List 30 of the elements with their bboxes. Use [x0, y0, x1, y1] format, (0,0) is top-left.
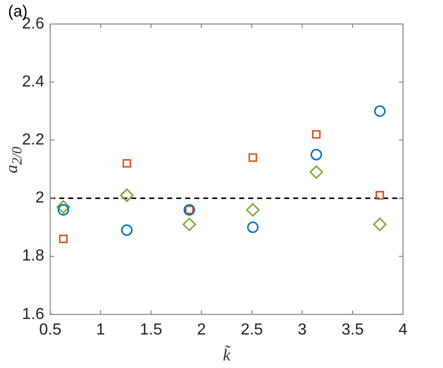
- point: [246, 203, 260, 217]
- y-tick-label: 2.2: [22, 132, 44, 149]
- x-axis-title: k̃: [222, 344, 232, 364]
- y-tick-label: 2: [35, 190, 44, 207]
- y-tick-label: 1.8: [22, 248, 44, 265]
- x-tick-label: 2.5: [240, 321, 264, 338]
- point: [247, 222, 259, 234]
- point: [374, 105, 386, 117]
- y-tick-label: 1.6: [22, 306, 44, 323]
- point: [248, 153, 258, 162]
- x-tick-label: 1: [96, 321, 106, 338]
- point: [121, 224, 133, 236]
- x-tick-label: 0.5: [39, 321, 62, 338]
- y-tick-label: 2.4: [22, 73, 44, 90]
- point: [59, 234, 68, 244]
- point: [373, 218, 387, 232]
- point: [56, 200, 70, 214]
- x-tick-label: 3: [298, 321, 307, 338]
- x-tick-label: 3.5: [341, 321, 364, 338]
- point: [182, 218, 196, 232]
- point: [376, 191, 384, 200]
- point: [310, 148, 322, 160]
- point: [120, 188, 134, 202]
- x-tick-label: 2: [196, 321, 206, 338]
- point: [312, 130, 321, 139]
- x-tick-label: 4: [398, 321, 408, 338]
- x-tick-label: 1.5: [140, 321, 162, 338]
- point: [310, 165, 324, 179]
- point: [122, 159, 132, 168]
- point: [58, 204, 70, 216]
